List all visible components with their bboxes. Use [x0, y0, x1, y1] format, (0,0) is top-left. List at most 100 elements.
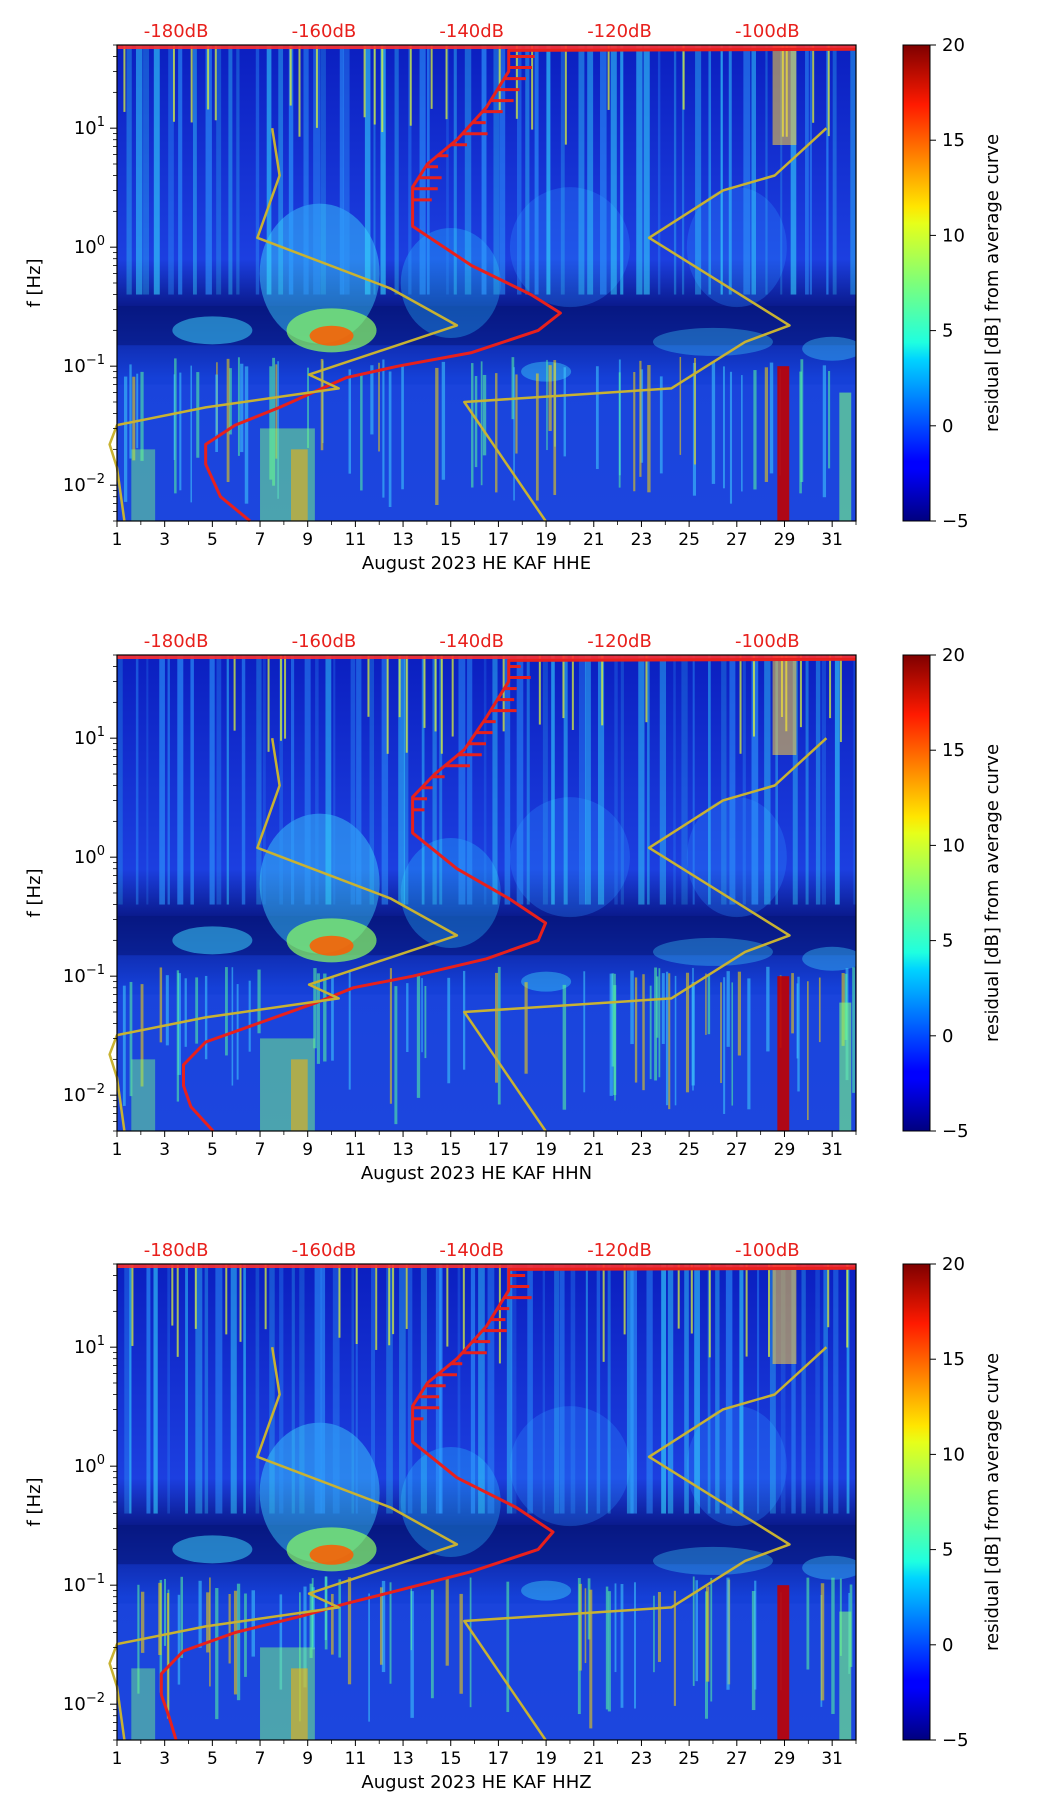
- heatmap-lowfreq-streak: [639, 360, 642, 477]
- heatmap-hot-stripe: [515, 45, 518, 119]
- heatmap-stripe: [527, 1264, 533, 1514]
- heatmap-lowfreq-streak: [177, 1594, 181, 1685]
- noise-model-low-line: [108, 1347, 459, 1741]
- heatmap-stripe: [563, 655, 568, 905]
- heatmap-hot-stripe: [445, 45, 448, 120]
- heatmap-stripe: [721, 655, 727, 905]
- heatmap-lowfreq-streak: [401, 366, 404, 490]
- heatmap-lowfreq-streak: [587, 1578, 591, 1640]
- heatmap-lowfreq-streak: [180, 1576, 183, 1658]
- heatmap-stripe: [506, 1264, 513, 1514]
- heatmap-stripe: [153, 1264, 158, 1514]
- heatmap-stripe: [673, 45, 677, 295]
- x-tick-label: 3: [159, 1749, 170, 1769]
- heatmap-stripe: [481, 45, 487, 295]
- heatmap-lowfreq-streak: [741, 375, 743, 492]
- heatmap-hot-stripe: [768, 1264, 771, 1357]
- heatmap-lowfreq-streak: [462, 970, 466, 1070]
- heatmap-lowfreq-streak: [215, 374, 218, 453]
- heatmap-lowfreq-streak: [324, 1576, 328, 1650]
- heatmap-lowfreq-streak: [229, 368, 232, 435]
- x-tick-label: 27: [726, 1749, 748, 1769]
- heatmap-lowfreq-streak: [394, 986, 398, 1125]
- heatmap-hot-stripe: [564, 45, 567, 145]
- heatmap-hot-stripe: [388, 1264, 391, 1346]
- heatmap-stripe: [421, 655, 425, 905]
- top-db-label: -120dB: [587, 631, 652, 652]
- y-tick-label: 10−1: [63, 353, 105, 377]
- heatmap-lowfreq-streak: [348, 369, 352, 474]
- heatmap-lowfreq-streak: [548, 365, 552, 432]
- heatmap-hot-stripe: [827, 1264, 830, 1328]
- heatmap-lowfreq-streak: [309, 1583, 313, 1658]
- heatmap-hot-stripe: [194, 1264, 197, 1329]
- heatmap-hot-stripe: [498, 1264, 501, 1364]
- heatmap-hot-stripe: [289, 45, 292, 106]
- y-tick-label: 100: [74, 1453, 105, 1477]
- heatmap-stripe: [809, 45, 812, 295]
- heatmap-hot-stripe: [315, 45, 318, 128]
- heatmap-stripe: [780, 1264, 786, 1514]
- heatmap-lowfreq-bright: [839, 392, 852, 521]
- average-curve-line: [204, 47, 857, 523]
- heatmap-lowfreq-streak: [382, 359, 385, 498]
- heatmap-blob: [652, 327, 773, 356]
- colorbar-gradient: [902, 654, 931, 1132]
- heatmap-stripe: [600, 45, 607, 295]
- x-tick-label: 13: [392, 1749, 414, 1769]
- x-tick-label: 25: [678, 530, 700, 550]
- colorbar-tick-label: 20: [942, 35, 965, 56]
- top-db-label: -100dB: [735, 631, 800, 652]
- heatmap-lowfreq-streak: [595, 366, 599, 470]
- heatmap-lowfreq-streak: [236, 1583, 241, 1701]
- heatmap-stripe: [790, 45, 797, 295]
- heatmap-event: [777, 1585, 790, 1740]
- heatmap-hot-stripe: [601, 655, 604, 726]
- heatmap-stripe: [185, 1264, 188, 1514]
- heatmap-blob: [309, 1544, 354, 1565]
- heatmap-stripe: [241, 655, 246, 905]
- heatmap-hot-stripe: [172, 45, 175, 122]
- heatmap-stripe: [673, 655, 676, 905]
- heatmap-stripe: [765, 45, 768, 295]
- colorbar-gradient: [902, 44, 931, 522]
- colorbar-tick-label: 5: [942, 1540, 953, 1561]
- heatmap-stripe: [832, 45, 837, 295]
- heatmap-lowfreq-streak: [731, 982, 734, 1106]
- heatmap-stripe: [585, 1264, 588, 1514]
- heatmap-lowfreq-streak: [799, 371, 802, 494]
- heatmap-lowfreq-streak: [445, 1577, 449, 1666]
- heatmap-stripe: [159, 655, 165, 905]
- heatmap-stripe: [204, 1264, 209, 1514]
- heatmap-hot-stripe: [279, 655, 282, 741]
- heatmap-lowfreq-streak: [177, 973, 181, 1075]
- heatmap-lowfreq-streak: [279, 1594, 283, 1690]
- heatmap-stripe: [504, 655, 511, 905]
- heatmap-stripe: [470, 1264, 476, 1514]
- heatmap-lowfreq-streak: [441, 361, 446, 480]
- heatmap-hot-stripe: [682, 45, 685, 110]
- heatmap-stripe: [638, 655, 645, 905]
- heatmap-top-edge: [117, 1264, 856, 1268]
- heatmap-stripe: [262, 655, 266, 905]
- heatmap-hot-stripe: [502, 655, 505, 732]
- heatmap-lowfreq-streak: [447, 977, 451, 1084]
- heatmap-stripe: [646, 1264, 653, 1514]
- heatmap-blob: [802, 946, 856, 971]
- x-tick-label: 25: [678, 1140, 700, 1160]
- heatmap-lowfreq-streak: [797, 976, 800, 1092]
- heatmap-hot-stripe: [571, 655, 574, 730]
- heatmap-lowfreq-streak: [673, 1590, 676, 1706]
- heatmap-hot-stripe: [373, 45, 376, 125]
- heatmap-stripe: [516, 45, 522, 295]
- heatmap-lowfreq-streak: [381, 1580, 386, 1673]
- heatmap-hot-stripe: [363, 45, 366, 118]
- heatmap-hot-region: [772, 45, 797, 145]
- heatmap-stripe: [492, 655, 498, 905]
- average-curve-jitter: [412, 1274, 532, 1421]
- heatmap-stripe: [596, 1264, 601, 1514]
- heatmap-lowfreq-streak: [228, 1594, 231, 1664]
- top-db-label: -180dB: [144, 1240, 209, 1261]
- heatmap-lowfreq-streak: [482, 374, 487, 456]
